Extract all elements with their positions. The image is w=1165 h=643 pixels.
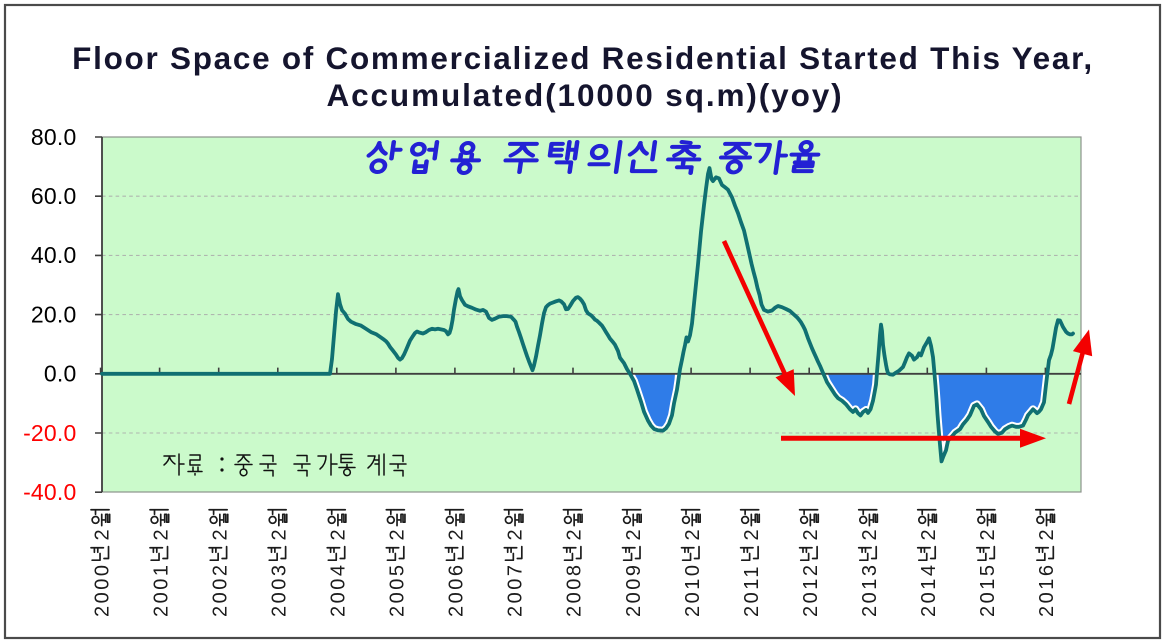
svg-text:0.0: 0.0 bbox=[44, 361, 77, 387]
svg-text:2: 2 bbox=[859, 529, 881, 540]
svg-text:2: 2 bbox=[446, 529, 468, 540]
svg-text:Accumulated(10000 sq.m)(yoy): Accumulated(10000 sq.m)(yoy) bbox=[326, 77, 843, 113]
svg-text:20.0: 20.0 bbox=[31, 301, 77, 327]
svg-text:-40.0: -40.0 bbox=[23, 479, 76, 505]
svg-text:2: 2 bbox=[977, 529, 999, 540]
svg-text:2: 2 bbox=[328, 529, 350, 540]
svg-text:2: 2 bbox=[800, 529, 822, 540]
svg-text:2: 2 bbox=[91, 529, 113, 540]
svg-text:2: 2 bbox=[623, 529, 645, 540]
svg-text:40.0: 40.0 bbox=[31, 242, 77, 268]
svg-text:2: 2 bbox=[564, 529, 586, 540]
svg-text:2000: 2000 bbox=[91, 563, 113, 618]
svg-text:2014: 2014 bbox=[918, 563, 940, 618]
svg-text:2: 2 bbox=[682, 529, 704, 540]
svg-text:2007: 2007 bbox=[505, 563, 527, 618]
svg-text:2015: 2015 bbox=[977, 563, 999, 618]
svg-text:2005: 2005 bbox=[387, 563, 409, 618]
svg-text:2006: 2006 bbox=[446, 563, 468, 618]
svg-text:2013: 2013 bbox=[859, 563, 881, 618]
svg-text:2003: 2003 bbox=[268, 563, 290, 618]
svg-text:2002: 2002 bbox=[209, 563, 231, 618]
svg-text:2: 2 bbox=[268, 529, 290, 540]
svg-text:2: 2 bbox=[741, 529, 763, 540]
svg-text:2: 2 bbox=[1036, 529, 1058, 540]
svg-text:2010: 2010 bbox=[682, 563, 704, 618]
svg-text:2012: 2012 bbox=[800, 563, 822, 618]
svg-text:Floor Space of Commercialized: Floor Space of Commercialized Residentia… bbox=[72, 40, 1094, 76]
svg-text:2011: 2011 bbox=[741, 564, 763, 617]
svg-text:2: 2 bbox=[387, 529, 409, 540]
svg-text:2008: 2008 bbox=[564, 563, 586, 618]
svg-text:2009: 2009 bbox=[623, 563, 645, 618]
svg-text:2: 2 bbox=[150, 529, 172, 540]
svg-text:-20.0: -20.0 bbox=[23, 420, 76, 446]
svg-text:2: 2 bbox=[918, 529, 940, 540]
svg-text:80.0: 80.0 bbox=[31, 124, 77, 150]
svg-text:2: 2 bbox=[505, 529, 527, 540]
svg-text:2001: 2001 bbox=[150, 563, 172, 618]
svg-text:2: 2 bbox=[209, 529, 231, 540]
svg-text:2016: 2016 bbox=[1036, 563, 1058, 618]
svg-text:60.0: 60.0 bbox=[31, 183, 77, 209]
svg-text:2004: 2004 bbox=[328, 563, 350, 618]
